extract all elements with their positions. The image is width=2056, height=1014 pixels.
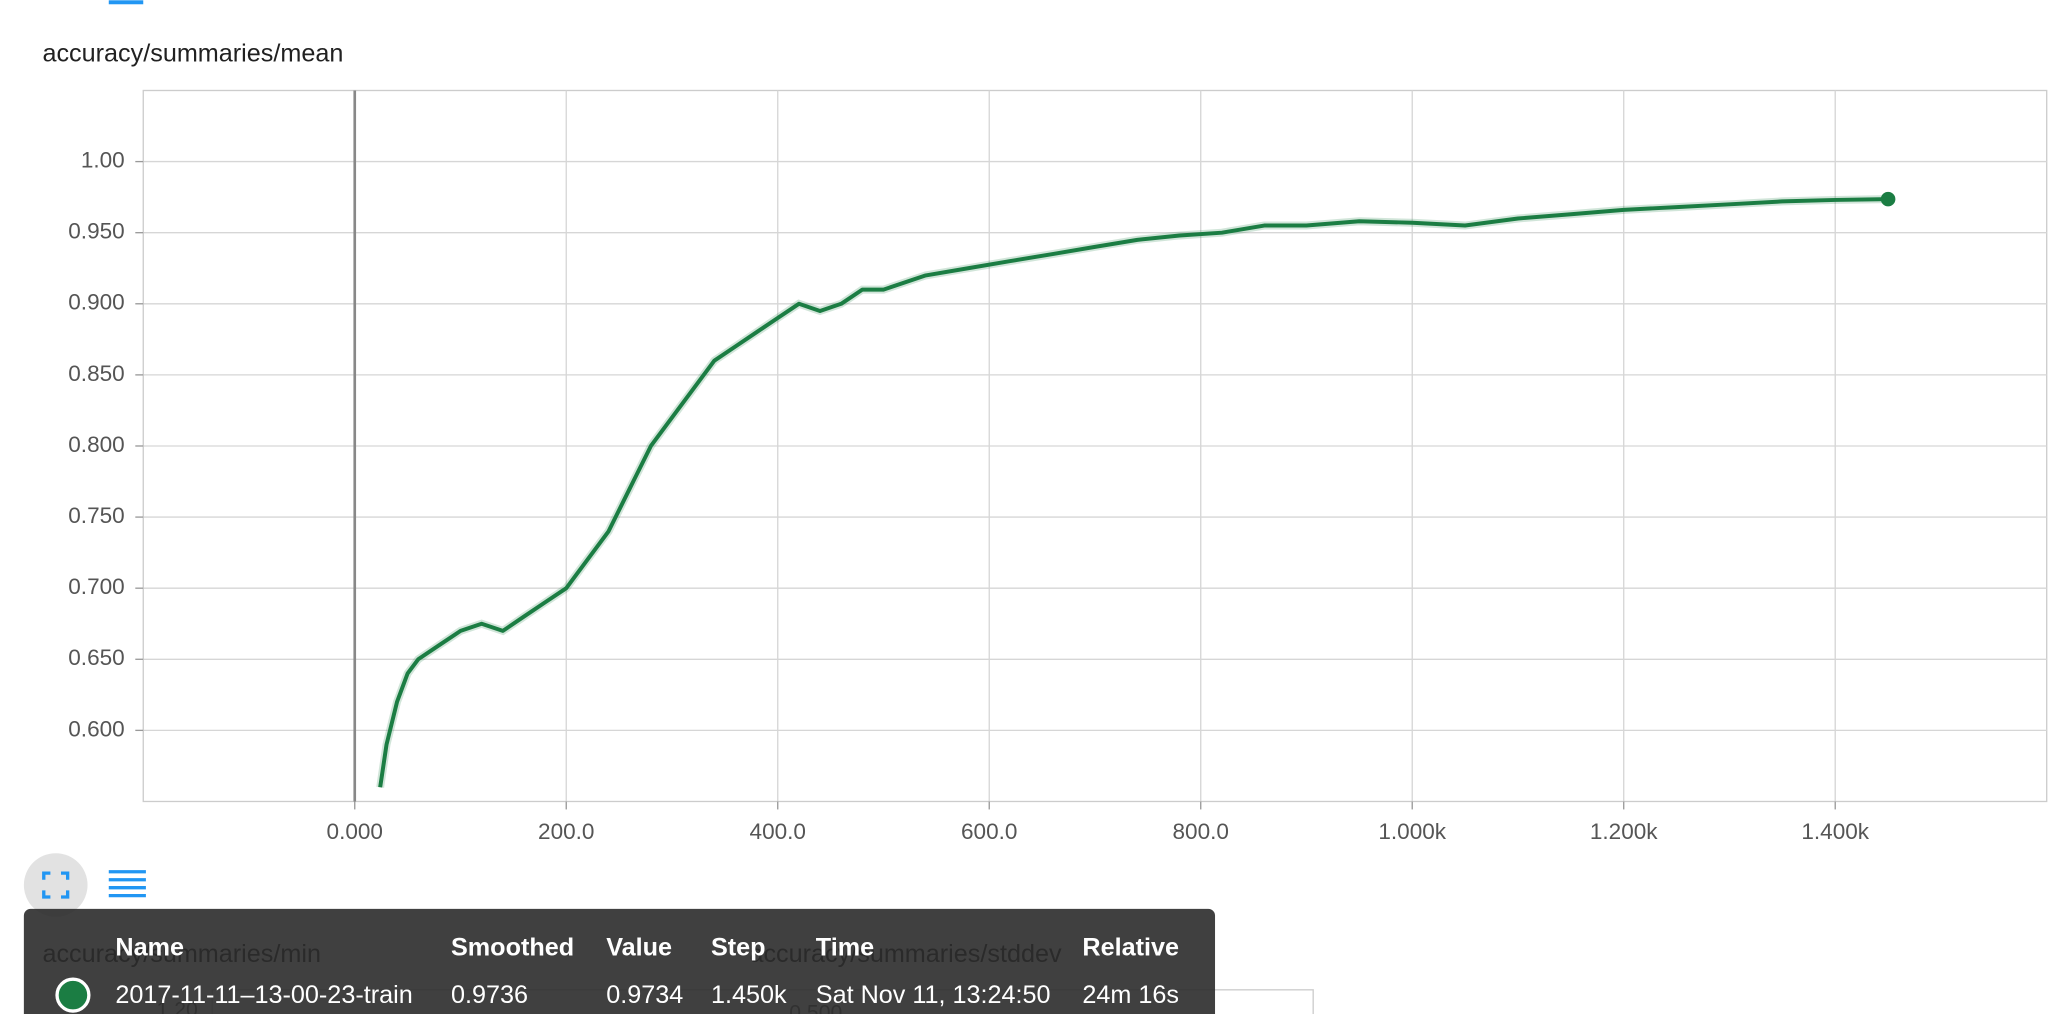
y-tick-label: 0.850 — [68, 361, 124, 386]
tooltip-header: Time — [816, 933, 874, 961]
tooltip-cell: 0.9736 — [451, 981, 528, 1009]
x-tick-label: 1.000k — [1378, 819, 1446, 844]
plot: 0.600 0.650 0.700 0.750 0.800 0.850 0.900 0.950… — [68, 89, 2048, 844]
y-tick-label: 0.700 — [68, 574, 124, 599]
x-tick-label: 1.200k — [1590, 819, 1658, 844]
series-shadow — [376, 195, 1889, 788]
y-tick-label: 0.800 — [68, 432, 124, 457]
tooltip-cell: 0.9734 — [606, 981, 683, 1009]
tooltip-cell: 1.450k — [711, 981, 787, 1009]
x-tick-label: 400.0 — [750, 819, 806, 844]
run-name: 2017-11-11–13-00-23-train — [115, 981, 412, 1009]
tooltip-cell: 24m 16s — [1082, 981, 1179, 1009]
tooltip-header: Value — [606, 933, 672, 961]
y-tick-label: 1.00 — [81, 148, 125, 173]
x-tick-label: 1.400k — [1801, 819, 1869, 844]
fullscreen-button[interactable] — [23, 853, 88, 917]
tooltip-cell: Sat Nov 11, 13:24:50 — [816, 981, 1051, 1009]
x-tick-label: 200.0 — [538, 819, 594, 844]
tooltip: 2017-11-11–13-00-23-train Name Smoothed Va… — [23, 908, 1216, 1014]
y-tick-label: 0.950 — [68, 219, 124, 244]
y-tick-label: 0.600 — [68, 716, 124, 741]
top-icon[interactable] — [108, 0, 144, 5]
tooltip-header: Name — [115, 933, 184, 961]
fullscreen-icon — [42, 871, 70, 899]
tooltip-box — [23, 908, 1216, 1014]
tooltip-header: Smoothed — [451, 933, 574, 961]
x-tick-label: 800.0 — [1173, 819, 1229, 844]
hover-point — [1880, 191, 1896, 207]
list-button[interactable] — [108, 870, 146, 898]
series-line — [378, 197, 1889, 788]
y-tick-label: 0.650 — [68, 645, 124, 670]
chart-title: accuracy/summaries/mean — [42, 39, 343, 67]
y-tick-label: 0.900 — [68, 290, 124, 315]
tooltip-header: Relative — [1082, 933, 1179, 961]
x-tick-label: 0.000 — [327, 819, 383, 844]
y-tick-label: 0.750 — [68, 503, 124, 528]
x-tick-label: 600.0 — [961, 819, 1017, 844]
tooltip-header: Step — [711, 933, 766, 961]
run-swatch — [55, 977, 91, 1013]
